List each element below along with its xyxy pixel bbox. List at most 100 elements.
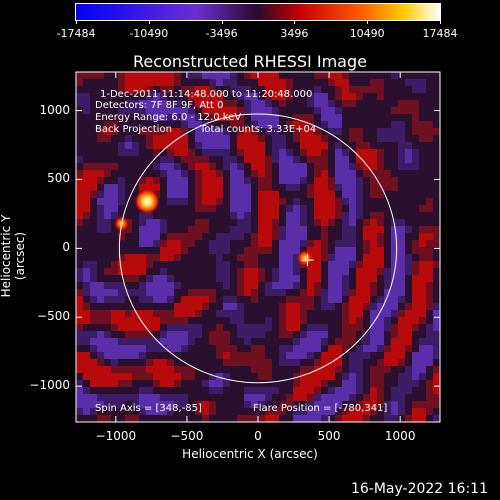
heatmap-cell — [384, 296, 391, 303]
heatmap-cell — [83, 191, 90, 198]
heatmap-cell — [97, 331, 104, 338]
heatmap-cell — [167, 366, 174, 373]
heatmap-cell — [125, 142, 132, 149]
heatmap-cell — [111, 163, 118, 170]
heatmap-cell — [146, 394, 153, 401]
heatmap-cell — [97, 394, 104, 401]
heatmap-cell — [356, 261, 363, 268]
heatmap-cell — [426, 289, 433, 296]
heatmap-cell — [195, 219, 202, 226]
heatmap-cell — [412, 86, 419, 93]
heatmap-cell — [132, 366, 139, 373]
heatmap-cell — [202, 170, 209, 177]
heatmap-cell — [223, 163, 230, 170]
heatmap-cell — [153, 254, 160, 261]
heatmap-cell — [384, 415, 391, 422]
heatmap-cell — [342, 282, 349, 289]
heatmap-cell — [237, 170, 244, 177]
heatmap-cell — [265, 366, 272, 373]
heatmap-cell — [265, 107, 272, 114]
heatmap-cell — [342, 191, 349, 198]
heatmap-cell — [342, 289, 349, 296]
heatmap-cell — [356, 135, 363, 142]
heatmap-cell — [188, 296, 195, 303]
heatmap-cell — [230, 303, 237, 310]
heatmap-cell — [76, 156, 83, 163]
time-range-text: 1-Dec-2011 11:14:48.000 to 11:20:48.000 — [100, 89, 313, 100]
heatmap-cell — [328, 128, 335, 135]
heatmap-cell — [349, 289, 356, 296]
heatmap-cell — [188, 72, 195, 79]
heatmap-cell — [307, 268, 314, 275]
heatmap-cell — [251, 72, 258, 79]
heatmap-cell — [104, 317, 111, 324]
heatmap-cell — [286, 86, 293, 93]
heatmap-cell — [405, 163, 412, 170]
heatmap-cell — [398, 373, 405, 380]
heatmap-cell — [76, 303, 83, 310]
heatmap-cell — [174, 303, 181, 310]
heatmap-cell — [139, 352, 146, 359]
heatmap-cell — [363, 338, 370, 345]
heatmap-cell — [118, 79, 125, 86]
heatmap-cell — [251, 163, 258, 170]
heatmap-cell — [153, 317, 160, 324]
heatmap-cell — [146, 366, 153, 373]
heatmap-cell — [349, 366, 356, 373]
heatmap-cell — [377, 163, 384, 170]
heatmap-cell — [342, 184, 349, 191]
heatmap-cell — [237, 121, 244, 128]
heatmap-cell — [237, 86, 244, 93]
heatmap-cell — [160, 345, 167, 352]
heatmap-cell — [433, 261, 440, 268]
heatmap-cell — [335, 275, 342, 282]
heatmap-cell — [265, 240, 272, 247]
heatmap-cell — [370, 163, 377, 170]
heatmap-cell — [419, 86, 426, 93]
heatmap-cell — [321, 415, 328, 422]
heatmap-cell — [188, 289, 195, 296]
heatmap-cell — [139, 184, 146, 191]
heatmap-cell — [132, 331, 139, 338]
heatmap-cell — [321, 198, 328, 205]
heatmap-cell — [321, 380, 328, 387]
heatmap-cell — [132, 317, 139, 324]
heatmap-cell — [251, 100, 258, 107]
heatmap-cell — [398, 338, 405, 345]
heatmap-cell — [279, 240, 286, 247]
heatmap-cell — [244, 226, 251, 233]
heatmap-cell — [377, 170, 384, 177]
heatmap-cell — [363, 226, 370, 233]
heatmap-cell — [384, 401, 391, 408]
heatmap-cell — [132, 149, 139, 156]
heatmap-cell — [174, 345, 181, 352]
heatmap-cell — [216, 107, 223, 114]
heatmap-cell — [433, 338, 440, 345]
heatmap-cell — [293, 170, 300, 177]
heatmap-cell — [265, 93, 272, 100]
heatmap-cell — [139, 268, 146, 275]
heatmap-cell — [188, 303, 195, 310]
heatmap-cell — [97, 177, 104, 184]
heatmap-cell — [279, 352, 286, 359]
heatmap-cell — [237, 149, 244, 156]
heatmap-cell — [209, 128, 216, 135]
heatmap-cell — [83, 205, 90, 212]
heatmap-cell — [167, 380, 174, 387]
heatmap-cell — [398, 408, 405, 415]
heatmap-cell — [286, 233, 293, 240]
heatmap-cell — [377, 212, 384, 219]
heatmap-cell — [363, 149, 370, 156]
heatmap-cell — [237, 415, 244, 422]
heatmap-cell — [230, 72, 237, 79]
heatmap-cell — [153, 366, 160, 373]
heatmap-cell — [391, 310, 398, 317]
heatmap-cell — [223, 149, 230, 156]
heatmap-cell — [167, 289, 174, 296]
heatmap-cell — [139, 401, 146, 408]
heatmap-cell — [244, 93, 251, 100]
heatmap-cell — [307, 275, 314, 282]
heatmap-cell — [398, 121, 405, 128]
heatmap-cell — [181, 366, 188, 373]
heatmap-cell — [286, 317, 293, 324]
